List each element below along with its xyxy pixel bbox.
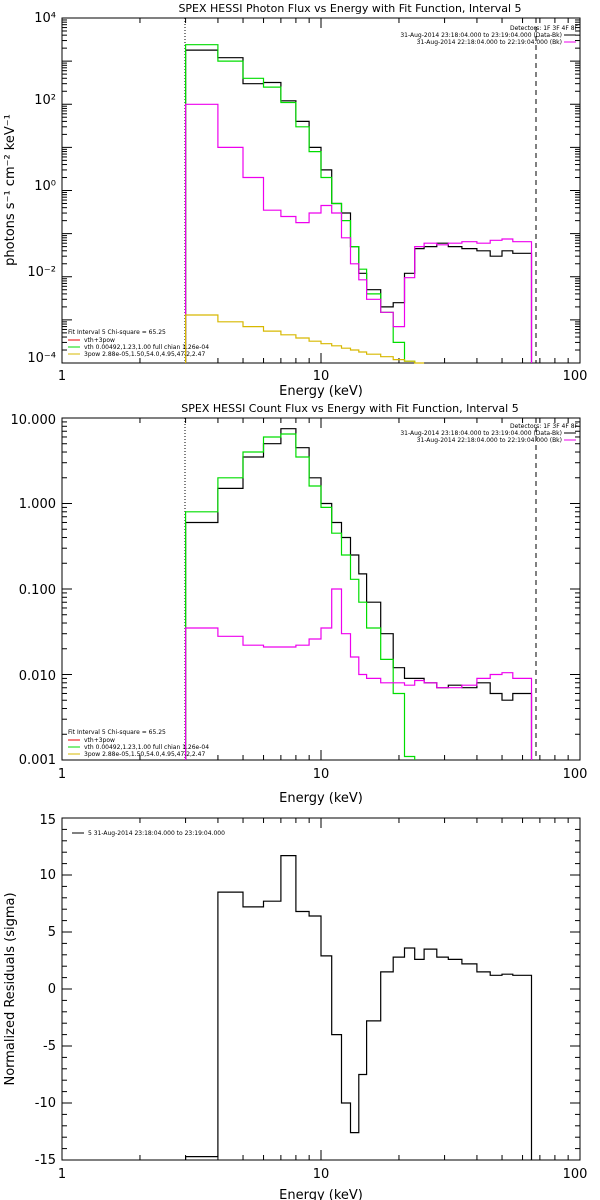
panel3-legend: 5 31-Aug-2014 23:18:04.000 to 23:19:04.0… xyxy=(72,830,225,837)
panel2-fit-entry-vth: vth 0.00492,1.23,1.00 full chian 1.26e-0… xyxy=(84,744,209,751)
panel1-xtick-100: 100 xyxy=(563,369,588,384)
residuals-panel: -15 -10 -5 0 5 10 15 1 10 100 Energy (ke… xyxy=(3,813,587,1200)
panel3-ytick--15: -15 xyxy=(35,1153,56,1168)
panel2-fit-header: Fit Interval 5 Chi-square = 65.25 xyxy=(68,729,166,736)
panel3-xtick-1: 1 xyxy=(58,1167,66,1182)
panel2-fit-entry-total: vth+3pow xyxy=(84,737,115,744)
panel2-frame xyxy=(61,417,581,761)
panel1-ytick-1e0: 10⁰ xyxy=(34,179,56,194)
panel2-legend-entry-data: 31-Aug-2014 23:18:04.000 to 23:19:04.000… xyxy=(400,430,562,437)
panel1-series xyxy=(185,44,533,364)
panel1-fit-entry-total: vth+3pow xyxy=(84,337,115,344)
panel1-legend-entry-data: 31-Aug-2014 23:18:04.000 to 23:19:04.000… xyxy=(400,32,562,39)
panel3-ytick--5: -5 xyxy=(43,1039,56,1054)
panel2-fit-entry-pow: 3pow 2.88e-05,1.50,54.0,4.95,47.2,2.47 xyxy=(84,751,205,758)
panel2-legend-top-right: Detectors: 1F 3F 4F 8F 31-Aug-2014 23:18… xyxy=(400,423,578,444)
panel1-ytick-1e2: 10² xyxy=(34,93,56,108)
panel3-series-residuals xyxy=(185,855,533,1160)
panel1-legend-header: Detectors: 1F 3F 4F 8F xyxy=(510,25,579,32)
panel2-series xyxy=(185,428,533,760)
panel2-ytick-0.100: 0.100 xyxy=(19,583,56,598)
photon-flux-panel: SPEX HESSI Photon Flux vs Energy with Fi… xyxy=(3,2,587,399)
panel3-xtick-100: 100 xyxy=(563,1167,588,1182)
panel2-ytick-0.001: 0.001 xyxy=(19,753,56,768)
panel2-title: SPEX HESSI Count Flux vs Energy with Fit… xyxy=(181,402,518,415)
panel1-ytick-1e-2: 10⁻² xyxy=(27,265,56,280)
panel1-ylabel: photons s⁻¹ cm⁻² keV⁻¹ xyxy=(3,114,18,266)
panel2-legend-header: Detectors: 1F 3F 4F 8F xyxy=(510,423,579,430)
panel1-xtick-10: 10 xyxy=(313,369,330,384)
panel2-ytick-10.000: 10.000 xyxy=(11,413,57,428)
panel1-legend-top-right: Detectors: 1F 3F 4F 8F 31-Aug-2014 23:18… xyxy=(400,25,578,46)
panel1-xtick-1: 1 xyxy=(58,369,66,384)
panel2-axes xyxy=(61,418,580,761)
panel2-xtick-1: 1 xyxy=(58,767,66,782)
panel3-ytick-0: 0 xyxy=(48,982,56,997)
panel2-xtick-100: 100 xyxy=(563,767,588,782)
panel2-xlabel: Energy (keV) xyxy=(279,791,363,806)
panel1-fit-header: Fit Interval 5 Chi-square = 65.25 xyxy=(68,329,166,336)
panel3-xlabel: Energy (keV) xyxy=(279,1188,363,1200)
panel1-frame xyxy=(61,17,581,364)
panel1-series-3pow xyxy=(185,314,425,364)
panel3-ytick--10: -10 xyxy=(35,1096,56,1111)
panel1-series-bk xyxy=(185,103,533,363)
panel1-title: SPEX HESSI Photon Flux vs Energy with Fi… xyxy=(178,2,521,15)
panel2-ytick-0.010: 0.010 xyxy=(19,669,56,684)
panel3-xtick-10: 10 xyxy=(313,1167,330,1182)
panel1-legend-bottom-left: Fit Interval 5 Chi-square = 65.25 vth+3p… xyxy=(68,329,209,358)
panel2-legend-entry-bk: 31-Aug-2014 22:18:04.000 to 22:19:04.000… xyxy=(417,437,562,444)
panel2-series-bk xyxy=(185,588,533,760)
panel1-series-data-bk xyxy=(185,49,533,363)
panel1-legend-entry-bk: 31-Aug-2014 22:18:04.000 to 22:19:04.000… xyxy=(417,39,562,46)
panel1-fit-entry-vth: vth 0.00492,1.23,1.00 full chian 1.26e-0… xyxy=(84,344,209,351)
panel3-ytick-15: 15 xyxy=(39,813,56,828)
panel1-axes xyxy=(61,18,580,364)
panel3-frame xyxy=(61,817,581,1161)
count-flux-panel: SPEX HESSI Count Flux vs Energy with Fit… xyxy=(11,402,588,806)
panel1-ytick-1e4: 10⁴ xyxy=(34,11,56,26)
panel3-ytick-5: 5 xyxy=(48,925,56,940)
panel1-series-vth-3pow xyxy=(185,44,416,363)
panel3-ylabel: Normalized Residuals (sigma) xyxy=(3,892,18,1085)
panel3-axes xyxy=(61,817,580,1161)
panel3-ytick-10: 10 xyxy=(39,868,56,883)
panel2-series-vth-3pow xyxy=(185,433,416,760)
panel2-ytick-1.000: 1.000 xyxy=(19,497,56,512)
panel1-xlabel: Energy (keV) xyxy=(279,384,363,399)
panel3-series xyxy=(185,855,533,1160)
panel1-fit-entry-pow: 3pow 2.88e-05,1.50,54.0,4.95,47.2,2.47 xyxy=(84,351,205,358)
panel2-legend-bottom-left: Fit Interval 5 Chi-square = 65.25 vth+3p… xyxy=(68,729,209,758)
panel2-xtick-10: 10 xyxy=(313,767,330,782)
panel1-ytick-1e-4: 10⁻⁴ xyxy=(27,351,56,366)
panel3-legend-text: 5 31-Aug-2014 23:18:04.000 to 23:19:04.0… xyxy=(88,830,225,837)
